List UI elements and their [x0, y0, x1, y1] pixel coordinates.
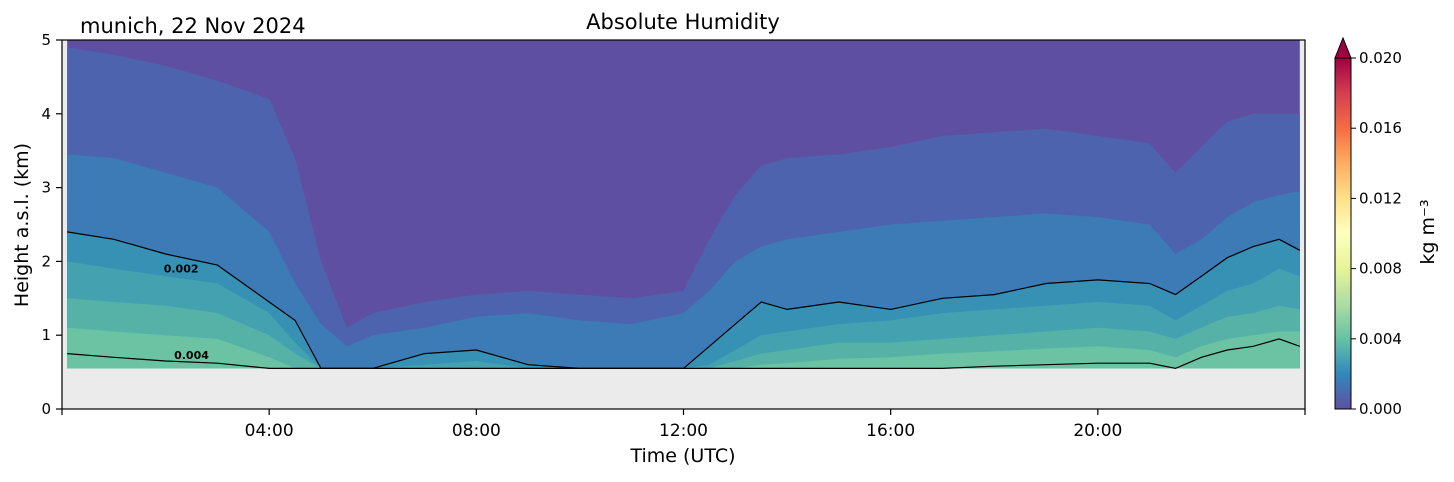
- colorbar-tick-label: 0.000: [1359, 400, 1402, 418]
- y-tick-label: 2: [41, 252, 51, 270]
- location-date-label: munich, 22 Nov 2024: [80, 14, 306, 38]
- colorbar-extend-arrow: [1334, 36, 1352, 59]
- colorbar-label: kg m⁻³: [1417, 199, 1439, 264]
- chart-title: Absolute Humidity: [586, 10, 780, 34]
- contour-fill-0.004: [67, 338, 1300, 369]
- y-axis: 0 1 2 3 4 5: [41, 31, 62, 418]
- colorbar-tick-label: 0.004: [1359, 330, 1402, 348]
- y-tick-label: 0: [41, 400, 51, 418]
- x-tick-label: 12:00: [659, 421, 708, 441]
- contour-label-0.004: 0.004: [174, 349, 209, 362]
- x-tick-label: 16:00: [866, 421, 915, 441]
- y-tick-label: 4: [41, 105, 51, 123]
- contour-label-0.002: 0.002: [164, 262, 199, 275]
- colorbar: 0.000 0.004 0.008 0.012 0.016 0.020 kg m⁻³: [1334, 36, 1439, 418]
- colorbar-tick-label: 0.008: [1359, 260, 1402, 278]
- colorbar-gradient: [1334, 57, 1352, 410]
- contour-fills: [67, 40, 1300, 369]
- x-tick-label: 20:00: [1073, 421, 1122, 441]
- x-axis-label: Time (UTC): [629, 445, 735, 467]
- contour-fill-0.0035: [67, 327, 1300, 369]
- colorbar-tick-label: 0.020: [1359, 49, 1402, 67]
- colorbar-tick-label: 0.016: [1359, 119, 1402, 137]
- y-tick-label: 3: [41, 179, 51, 197]
- contour-line-0.002: [67, 231, 1301, 369]
- contour-labels: 0.002 0.004: [164, 262, 209, 361]
- colorbar-tick-label: 0.012: [1359, 189, 1402, 207]
- x-axis: 04:00 08:00 12:00 16:00 20:00: [61, 409, 1306, 441]
- contour-line-0.004: [67, 338, 1301, 370]
- y-tick-label: 1: [41, 326, 51, 344]
- x-tick-label: 08:00: [452, 421, 501, 441]
- contour-fill-0.003: [67, 298, 1300, 369]
- x-tick-label: 04:00: [245, 421, 294, 441]
- contour-lines: [67, 231, 1301, 370]
- y-axis-label: Height a.s.l. (km): [11, 143, 33, 307]
- y-tick-label: 5: [41, 31, 51, 49]
